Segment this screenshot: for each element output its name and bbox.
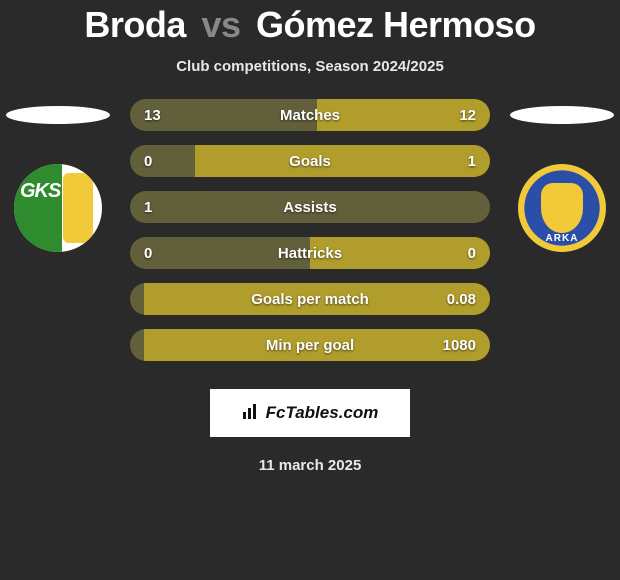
- stat-value-right: 1: [468, 145, 476, 177]
- stat-value-right: 0: [468, 237, 476, 269]
- stat-label: Matches: [130, 99, 490, 131]
- player1-photo-placeholder: [6, 106, 110, 124]
- stat-label: Assists: [130, 191, 490, 223]
- stat-label: Goals: [130, 145, 490, 177]
- subtitle: Club competitions, Season 2024/2025: [0, 58, 620, 75]
- player2-photo-placeholder: [510, 106, 614, 124]
- stat-value-right: 1080: [443, 329, 476, 361]
- stat-label: Goals per match: [130, 283, 490, 315]
- stat-row: 13Matches12: [130, 99, 490, 131]
- stats-list: 13Matches120Goals11Assists0Hattricks0Goa…: [130, 99, 490, 361]
- stat-row: 0Goals1: [130, 145, 490, 177]
- page-title: Broda vs Gómez Hermoso: [0, 4, 620, 46]
- chart-icon: [242, 402, 260, 425]
- player1-column: GKS: [8, 99, 108, 252]
- stat-value-right: 12: [459, 99, 476, 131]
- stat-value-right: 0.08: [447, 283, 476, 315]
- comparison-area: GKS 13Matches120Goals11Assists0Hattricks…: [0, 99, 620, 361]
- club-badge-left: GKS: [14, 164, 102, 252]
- player1-name: Broda: [84, 4, 186, 45]
- club-left-label: GKS: [20, 180, 60, 203]
- date-label: 11 march 2025: [0, 457, 620, 474]
- club-right-label: ARKA: [518, 233, 606, 244]
- stat-label: Hattricks: [130, 237, 490, 269]
- attribution-text: FcTables.com: [266, 403, 379, 423]
- stat-row: Goals per match0.08: [130, 283, 490, 315]
- club-badge-right: ARKA: [518, 164, 606, 252]
- player2-name: Gómez Hermoso: [256, 4, 536, 45]
- stat-row: Min per goal1080: [130, 329, 490, 361]
- stat-row: 1Assists: [130, 191, 490, 223]
- stat-label: Min per goal: [130, 329, 490, 361]
- vs-separator: vs: [201, 4, 240, 45]
- player2-column: ARKA: [512, 99, 612, 252]
- stat-row: 0Hattricks0: [130, 237, 490, 269]
- attribution-badge: FcTables.com: [210, 389, 410, 437]
